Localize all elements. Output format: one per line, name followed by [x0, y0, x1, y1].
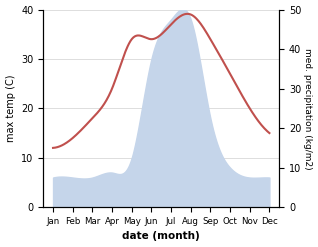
X-axis label: date (month): date (month)	[122, 231, 200, 242]
Y-axis label: max temp (C): max temp (C)	[5, 75, 16, 142]
Y-axis label: med. precipitation (kg/m2): med. precipitation (kg/m2)	[303, 48, 313, 169]
